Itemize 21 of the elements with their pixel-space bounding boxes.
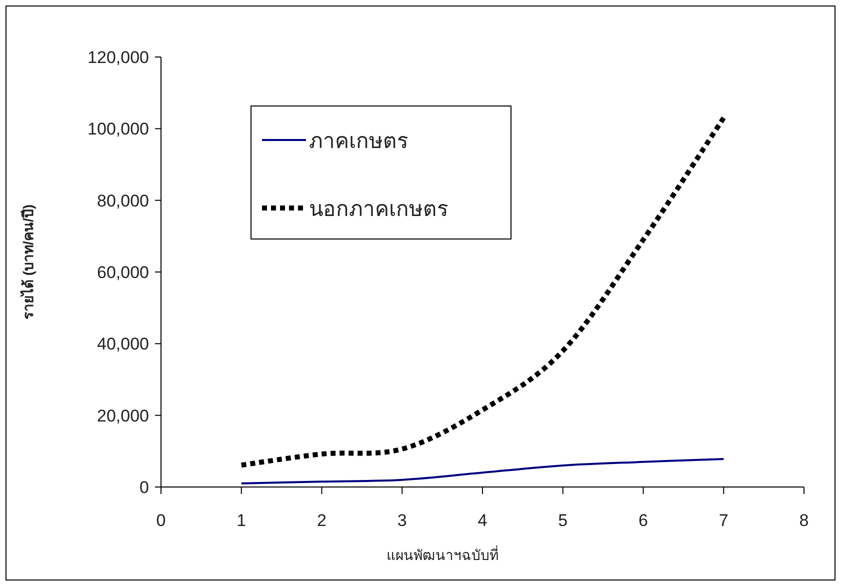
y-tick-label: 40,000 xyxy=(97,334,149,354)
legend-label: ภาคเกษตร xyxy=(309,130,408,153)
legend-label: นอกภาคเกษตร xyxy=(309,198,448,221)
y-tick-label: 80,000 xyxy=(97,191,149,210)
y-tick-label: 100,000 xyxy=(88,120,149,139)
x-tick-label: 5 xyxy=(558,511,568,530)
x-tick-label: 7 xyxy=(718,511,728,530)
y-axis-title: รายได้ (บาท/คน/ปี) xyxy=(19,204,36,320)
line-series xyxy=(240,458,725,484)
y-tick-label: 0 xyxy=(140,478,149,497)
x-tick-label: 3 xyxy=(397,511,407,530)
x-tick-label: 1 xyxy=(236,511,246,530)
y-tick-label: 60,000 xyxy=(97,263,149,282)
x-tick-label: 0 xyxy=(156,511,166,530)
x-axis-title: แผนพัฒนาฯฉบับที่ xyxy=(386,546,498,563)
y-tick-label: 20,000 xyxy=(97,406,149,426)
x-tick-label: 8 xyxy=(799,511,809,530)
y-tick-label: 120,000 xyxy=(88,48,149,67)
x-tick-label: 2 xyxy=(317,511,326,530)
x-tick-label: 6 xyxy=(638,511,648,530)
x-tick-label: 4 xyxy=(478,511,488,530)
